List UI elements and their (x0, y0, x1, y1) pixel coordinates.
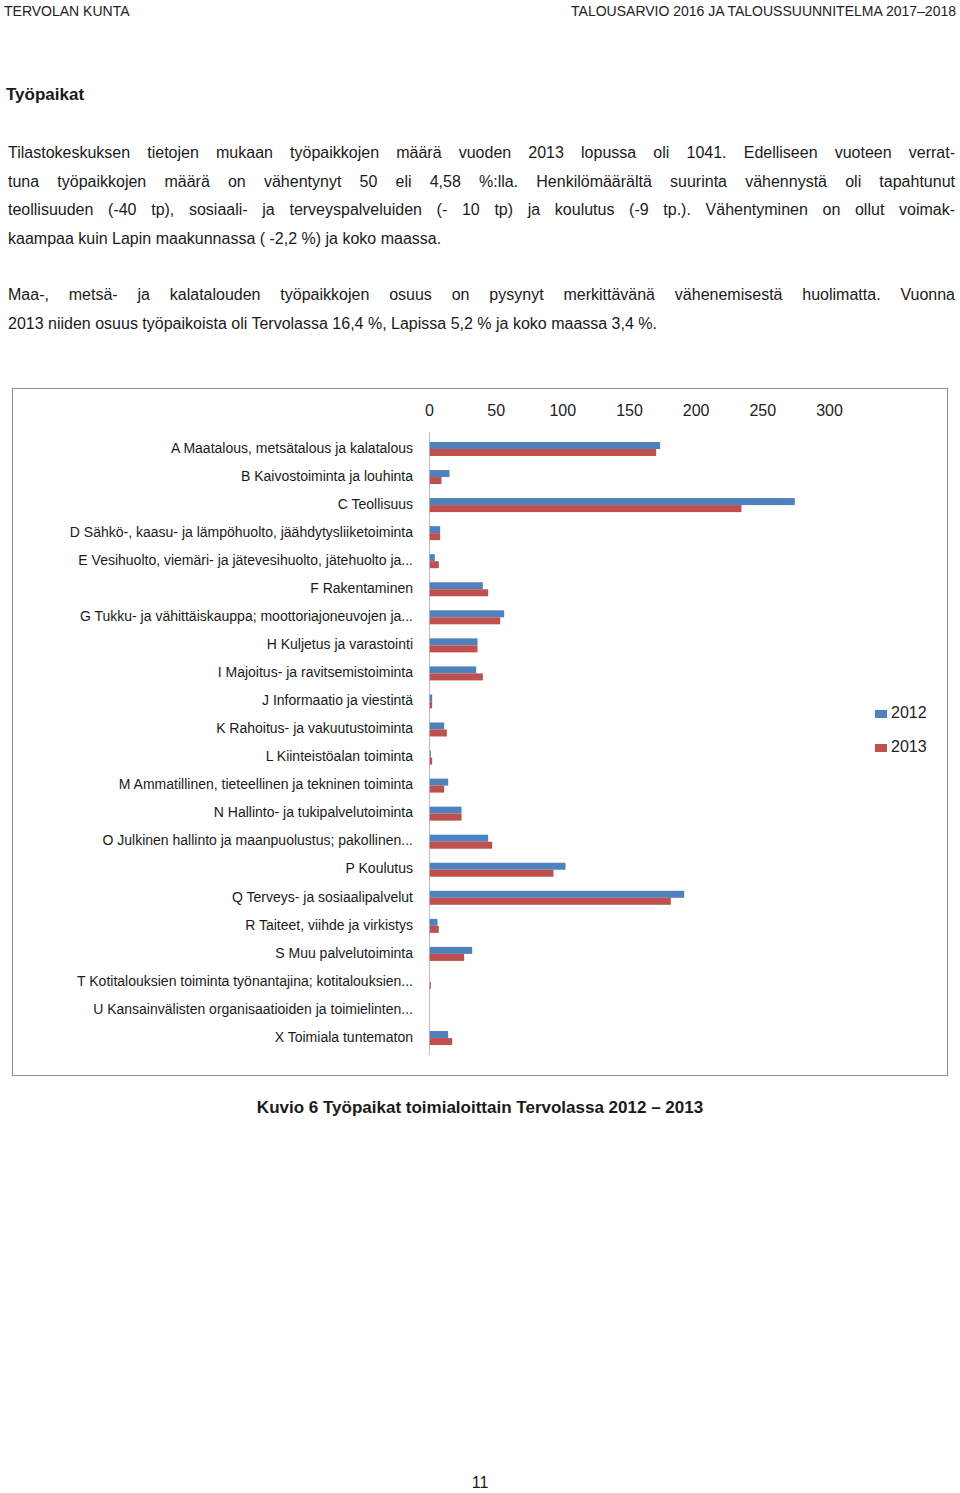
bar (430, 786, 445, 793)
category-label: D Sähkö-, kaasu- ja lämpöhuolto, jäähdyt… (70, 524, 413, 540)
bar (430, 1010, 431, 1017)
bar (430, 449, 657, 456)
bar (430, 442, 661, 449)
bar (430, 898, 671, 905)
bar (430, 947, 473, 954)
tick-label: 100 (549, 402, 576, 419)
bar (430, 863, 566, 870)
bar (430, 807, 462, 814)
paragraph-line: kaampaa kuin Lapin maakunnassa ( -2,2 %)… (8, 229, 955, 249)
paragraph-line: Maa-, metsä- ja kalatalouden työpaikkoje… (8, 285, 955, 305)
bar (430, 730, 447, 737)
category-label: F Rakentaminen (310, 580, 413, 596)
bar (430, 982, 431, 989)
bar (430, 751, 431, 758)
bar (430, 694, 433, 701)
category-label: R Taiteet, viihde ja virkistys (245, 917, 413, 933)
category-label: G Tukku- ja vähittäiskauppa; moottoriajo… (80, 608, 413, 624)
category-label: O Julkinen hallinto ja maanpuolustus; pa… (102, 832, 413, 848)
figure-caption: Kuvio 6 Työpaikat toimialoittain Tervola… (0, 1097, 960, 1119)
chart-frame (13, 389, 948, 1076)
bar (430, 477, 442, 484)
category-label: H Kuljetus ja varastointi (267, 636, 413, 652)
bar (430, 526, 441, 533)
header-right: TALOUSARVIO 2016 JA TALOUSSUUNNITELMA 20… (571, 2, 956, 20)
bar (430, 498, 795, 505)
tick-label: 250 (749, 402, 776, 419)
category-label: U Kansainvälisten organisaatioiden ja to… (93, 1001, 413, 1017)
category-axis (429, 432, 430, 1055)
category-label: M Ammatillinen, tieteellinen ja tekninen… (119, 776, 413, 792)
category-label: N Hallinto- ja tukipalvelutoiminta (214, 804, 413, 820)
bar (430, 610, 505, 617)
bar (430, 779, 449, 786)
category-label: A Maatalous, metsätalous ja kalatalous (171, 440, 413, 456)
bar (430, 533, 441, 540)
category-label: L Kiinteistöalan toiminta (266, 748, 414, 764)
paragraph-line: tuna työpaikkojen määrä on vähentynyt 50… (8, 172, 955, 192)
category-label: S Muu palvelutoiminta (275, 945, 413, 961)
bars (430, 442, 795, 1045)
category-label: E Vesihuolto, viemäri- ja jätevesihuolto… (78, 552, 413, 568)
bar (430, 470, 450, 477)
bar (430, 842, 493, 849)
category-label: P Koulutus (346, 860, 413, 876)
bar (430, 919, 438, 926)
bar (430, 589, 489, 596)
bar (430, 638, 478, 645)
legend-label: 2013 (891, 738, 927, 755)
category-label: T Kotitalouksien toiminta työnantajina; … (77, 973, 413, 989)
bar (430, 582, 483, 589)
bar (430, 1038, 453, 1045)
bar (430, 561, 439, 568)
tick-label: 0 (425, 402, 434, 419)
bar (430, 1031, 449, 1038)
paragraph-line: Tilastokeskuksen tietojen mukaan työpaik… (8, 143, 955, 163)
paragraph-line: 2013 niiden osuus työpaikoista oli Tervo… (8, 314, 955, 334)
chart: 0 50 100 150 200 250 300 A Maatalous, metsätalo… (0, 0, 960, 1493)
section-title: Työpaikat (6, 84, 84, 106)
bar (430, 617, 501, 624)
bar (430, 975, 431, 982)
header-left: TERVOLAN KUNTA (4, 2, 130, 20)
tick-label: 50 (487, 402, 505, 419)
bar (430, 835, 489, 842)
category-label: C Teollisuus (338, 496, 413, 512)
category-label: B Kaivostoiminta ja louhinta (241, 468, 413, 484)
bar (430, 758, 433, 765)
category-label: J Informaatio ja viestintä (262, 692, 413, 708)
bar (430, 554, 435, 561)
bar (430, 645, 478, 652)
legend-swatch (875, 744, 887, 752)
bar (430, 870, 554, 877)
bar (430, 1003, 431, 1010)
category-label: X Toimiala tuntematon (275, 1029, 413, 1045)
category-label: Q Terveys- ja sosiaalipalvelut (232, 889, 413, 905)
page-number: 11 (0, 1473, 960, 1493)
bar (430, 701, 433, 708)
tick-label: 300 (816, 402, 843, 419)
legend-label: 2012 (891, 704, 927, 721)
bar (430, 666, 477, 673)
category-label: I Majoitus- ja ravitsemistoiminta (218, 664, 413, 680)
legend-swatch (875, 710, 887, 718)
bar (430, 954, 465, 961)
bar (430, 673, 483, 680)
paragraph-line: teollisuuden (-40 tp), sosiaali- ja terv… (8, 200, 955, 220)
tick-label: 200 (683, 402, 710, 419)
category-label: K Rahoitus- ja vakuutustoiminta (216, 720, 413, 736)
tick-label: 150 (616, 402, 643, 419)
bar (430, 723, 445, 730)
bar (430, 814, 462, 821)
bar (430, 505, 742, 512)
bar (430, 926, 439, 933)
bar (430, 891, 685, 898)
